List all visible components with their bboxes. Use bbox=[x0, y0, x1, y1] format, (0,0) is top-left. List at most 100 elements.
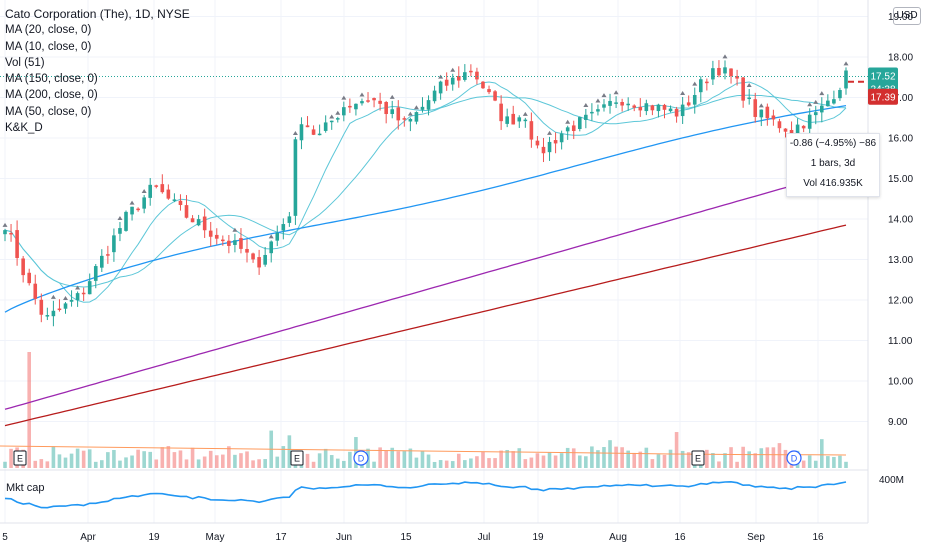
volume-bar bbox=[813, 460, 818, 468]
legend-ma20[interactable]: MA (20, close, 0) bbox=[5, 24, 92, 37]
volume-bar bbox=[674, 432, 679, 468]
candle-body bbox=[741, 77, 745, 101]
kk-marker bbox=[813, 99, 819, 104]
legend-ma10[interactable]: MA (10, close, 0) bbox=[5, 40, 92, 53]
volume-bar bbox=[305, 453, 310, 468]
volume-bar bbox=[348, 451, 352, 468]
y-tick-label: 11.00 bbox=[888, 336, 913, 347]
kk-marker bbox=[438, 74, 444, 79]
volume-bar bbox=[136, 449, 140, 468]
volume-bar bbox=[753, 453, 758, 468]
volume-bar bbox=[475, 456, 479, 468]
event-letter: E bbox=[294, 454, 300, 464]
kk-marker bbox=[329, 114, 335, 119]
candle-body bbox=[493, 91, 497, 101]
y-tick-label: 18.00 bbox=[888, 53, 913, 64]
candle-body bbox=[172, 199, 177, 201]
legend-vol[interactable]: Vol (51) bbox=[5, 56, 45, 69]
volume-bar bbox=[487, 458, 491, 468]
candle-body bbox=[517, 117, 522, 122]
volume-bar bbox=[390, 447, 395, 468]
volume-bar bbox=[432, 461, 437, 468]
legend-ma50[interactable]: MA (50, close, 0) bbox=[5, 105, 92, 118]
volume-bar bbox=[620, 447, 624, 468]
candle-body bbox=[81, 292, 86, 295]
kk-marker bbox=[758, 103, 764, 108]
legend-ma200[interactable]: MA (200, close, 0) bbox=[5, 89, 98, 102]
candle-body bbox=[311, 129, 316, 135]
price-badges: 17.5224:3817.39 bbox=[0, 67, 898, 105]
volume-bar bbox=[777, 443, 782, 468]
volume-bar bbox=[801, 460, 806, 468]
candle-body bbox=[819, 105, 824, 113]
candle-body bbox=[771, 115, 776, 120]
symbol-title[interactable]: Cato Corporation (The), 1D, NYSE bbox=[5, 7, 190, 21]
candle-body bbox=[3, 230, 7, 235]
kk-marker bbox=[450, 67, 456, 72]
candle-body bbox=[190, 218, 195, 223]
currency-button[interactable]: USD bbox=[893, 7, 921, 25]
kk-marker bbox=[50, 294, 56, 299]
price-axis: 19.00 18.00 17.00 16.00 15.00 14.00 13.00 12.00… bbox=[2, 12, 913, 543]
candle-body bbox=[69, 299, 74, 302]
volume-bar bbox=[408, 448, 413, 468]
candle-body bbox=[39, 299, 44, 315]
y-tick-label: 17.00 bbox=[888, 93, 913, 104]
volume-bar bbox=[608, 440, 612, 468]
earnings-marker bbox=[290, 450, 304, 466]
candle-body bbox=[729, 68, 733, 77]
candle-body bbox=[632, 105, 637, 108]
volume-bar bbox=[329, 455, 334, 468]
candle-body bbox=[614, 102, 618, 104]
candle-body bbox=[789, 129, 794, 134]
indicator-legend: Cato Corporation (The), 1D, NYSE MA (20,… bbox=[5, 6, 190, 136]
candle-body bbox=[662, 104, 667, 110]
candle-body bbox=[692, 95, 697, 105]
volume-bar bbox=[469, 458, 473, 468]
candle-body bbox=[208, 230, 213, 237]
volume-bar bbox=[384, 450, 388, 468]
tooltip-volume: Vol 416.935K bbox=[803, 178, 863, 189]
candle-body bbox=[402, 118, 407, 120]
volume-bar bbox=[27, 352, 32, 468]
kk-marker bbox=[722, 54, 728, 59]
volume-bar bbox=[3, 461, 7, 468]
candle-body bbox=[826, 100, 830, 107]
kk-marker bbox=[232, 227, 238, 232]
mkt-cap-label[interactable]: Mkt cap bbox=[6, 482, 45, 494]
legend-kk[interactable]: K&K_D bbox=[5, 122, 43, 135]
volume-bar bbox=[251, 460, 255, 468]
volume-bar bbox=[499, 450, 503, 468]
volume-bar bbox=[154, 459, 159, 468]
volume-bar bbox=[130, 455, 134, 468]
candle-body bbox=[136, 208, 140, 211]
legend-ma150[interactable]: MA (150, close, 0) bbox=[5, 73, 98, 86]
kk-marker bbox=[595, 98, 601, 103]
volume-bar bbox=[33, 460, 38, 468]
candle-body bbox=[124, 211, 128, 231]
kk-marker bbox=[746, 82, 752, 87]
volume-bar bbox=[311, 461, 316, 468]
candle-body bbox=[348, 105, 352, 108]
volume-bar bbox=[257, 459, 261, 468]
volume-bar bbox=[172, 452, 177, 468]
candle-body bbox=[541, 146, 546, 154]
volume-bar bbox=[632, 452, 637, 468]
candle-body bbox=[432, 90, 437, 102]
candle-body bbox=[584, 114, 588, 120]
candle-body bbox=[21, 258, 25, 276]
candle-body bbox=[414, 112, 419, 122]
candle-body bbox=[832, 99, 836, 104]
candle-body bbox=[656, 104, 661, 112]
volume-bar bbox=[450, 461, 455, 468]
volume-bar bbox=[335, 458, 340, 468]
volume-bar bbox=[45, 461, 50, 468]
candle-body bbox=[735, 76, 739, 79]
last-price-text: 17.52 bbox=[870, 71, 895, 82]
volume-bar bbox=[202, 456, 207, 468]
volume-bar bbox=[705, 449, 709, 468]
ma-line bbox=[4, 224, 847, 427]
kk-marker bbox=[547, 130, 553, 135]
candle-body bbox=[75, 293, 80, 301]
